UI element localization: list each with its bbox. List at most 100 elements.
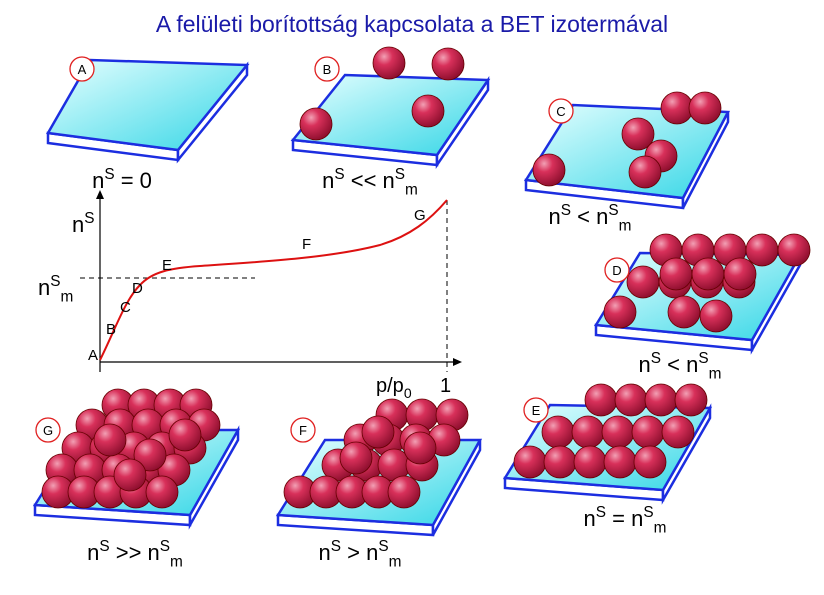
sphere xyxy=(339,441,373,475)
caption: nS = 0 xyxy=(92,166,152,193)
sup: S xyxy=(643,504,653,521)
arrow xyxy=(453,358,462,366)
curve-point-label: D xyxy=(132,280,143,297)
sphere xyxy=(299,107,333,141)
sphere xyxy=(541,415,575,449)
sphere xyxy=(699,299,733,333)
text: n xyxy=(584,506,596,531)
sphere xyxy=(168,418,202,452)
label-circle xyxy=(523,397,549,423)
curve-point-label: E xyxy=(162,257,172,274)
sphere xyxy=(601,415,635,449)
caption: nSm xyxy=(38,273,73,306)
sphere xyxy=(361,415,395,449)
sphere xyxy=(93,423,127,457)
sup: S xyxy=(561,202,571,219)
sup: S xyxy=(50,273,60,290)
slab-top xyxy=(290,73,491,157)
sphere xyxy=(631,415,665,449)
sphere xyxy=(513,445,547,479)
sphere xyxy=(614,383,648,417)
sphere xyxy=(113,458,147,492)
text: n xyxy=(322,168,334,193)
sphere xyxy=(372,46,406,80)
caption: nS << nSm xyxy=(322,166,418,199)
text: << n xyxy=(345,168,395,193)
caption: p/p0 xyxy=(376,375,412,401)
text: = n xyxy=(606,506,643,531)
sup: S xyxy=(651,350,661,367)
sphere xyxy=(603,295,637,329)
sphere xyxy=(403,431,437,465)
sub: 0 xyxy=(404,385,412,401)
label-circle xyxy=(69,56,95,82)
sub: m xyxy=(619,218,632,235)
sub: m xyxy=(61,289,74,306)
label-circle xyxy=(604,257,630,283)
panel-label: C xyxy=(556,104,565,119)
panel-label: E xyxy=(532,403,541,418)
caption: nS >> nSm xyxy=(87,538,183,571)
sup: S xyxy=(104,166,114,183)
sphere xyxy=(667,295,701,329)
sup: S xyxy=(596,504,606,521)
text: = 0 xyxy=(115,168,152,193)
sphere xyxy=(571,415,605,449)
sub: m xyxy=(654,520,667,537)
sphere xyxy=(777,233,811,267)
panel-label: A xyxy=(78,62,87,77)
sub: m xyxy=(389,554,402,571)
graph xyxy=(80,190,462,372)
sphere xyxy=(644,383,678,417)
curve-point-label: F xyxy=(302,236,311,253)
sphere xyxy=(723,257,757,291)
caption: nS < nSm xyxy=(639,350,722,383)
sphere xyxy=(745,233,779,267)
text: n xyxy=(549,204,561,229)
sphere xyxy=(532,153,566,187)
caption: nS > nSm xyxy=(319,538,402,571)
label-circle xyxy=(290,417,316,443)
panel-label: D xyxy=(612,263,621,278)
sup: S xyxy=(334,166,344,183)
text: n xyxy=(639,352,651,377)
sphere xyxy=(543,445,577,479)
text: > n xyxy=(341,540,378,565)
sphere xyxy=(621,117,655,151)
sup: S xyxy=(608,202,618,219)
panel-label: B xyxy=(323,62,332,77)
sphere xyxy=(431,47,465,81)
caption: nS < nSm xyxy=(549,202,632,235)
text: >> n xyxy=(110,540,160,565)
sup: S xyxy=(331,538,341,555)
text: < n xyxy=(571,204,608,229)
isotherm xyxy=(99,199,448,361)
sphere xyxy=(659,257,693,291)
label-circle xyxy=(548,98,574,124)
sub: m xyxy=(405,182,418,199)
text: n xyxy=(92,168,104,193)
sphere xyxy=(573,445,607,479)
sub: m xyxy=(709,366,722,383)
text: < n xyxy=(661,352,698,377)
arrow xyxy=(96,190,104,199)
caption: nS xyxy=(72,210,95,237)
sup: S xyxy=(84,210,94,227)
panel-label: G xyxy=(43,423,53,438)
x-end-label: 1 xyxy=(440,375,451,397)
curve-point-label: A xyxy=(88,347,98,364)
text: n xyxy=(87,540,99,565)
sphere xyxy=(133,438,167,472)
sphere xyxy=(626,265,660,299)
sphere xyxy=(603,445,637,479)
sup: S xyxy=(395,166,405,183)
sphere xyxy=(660,91,694,125)
sphere xyxy=(411,94,445,128)
panel-label: F xyxy=(299,423,307,438)
curve-point-label: C xyxy=(120,299,131,316)
slab-top xyxy=(523,103,731,200)
sphere xyxy=(584,383,618,417)
sub: m xyxy=(170,554,183,571)
label-circle xyxy=(314,56,340,82)
sup: S xyxy=(698,350,708,367)
